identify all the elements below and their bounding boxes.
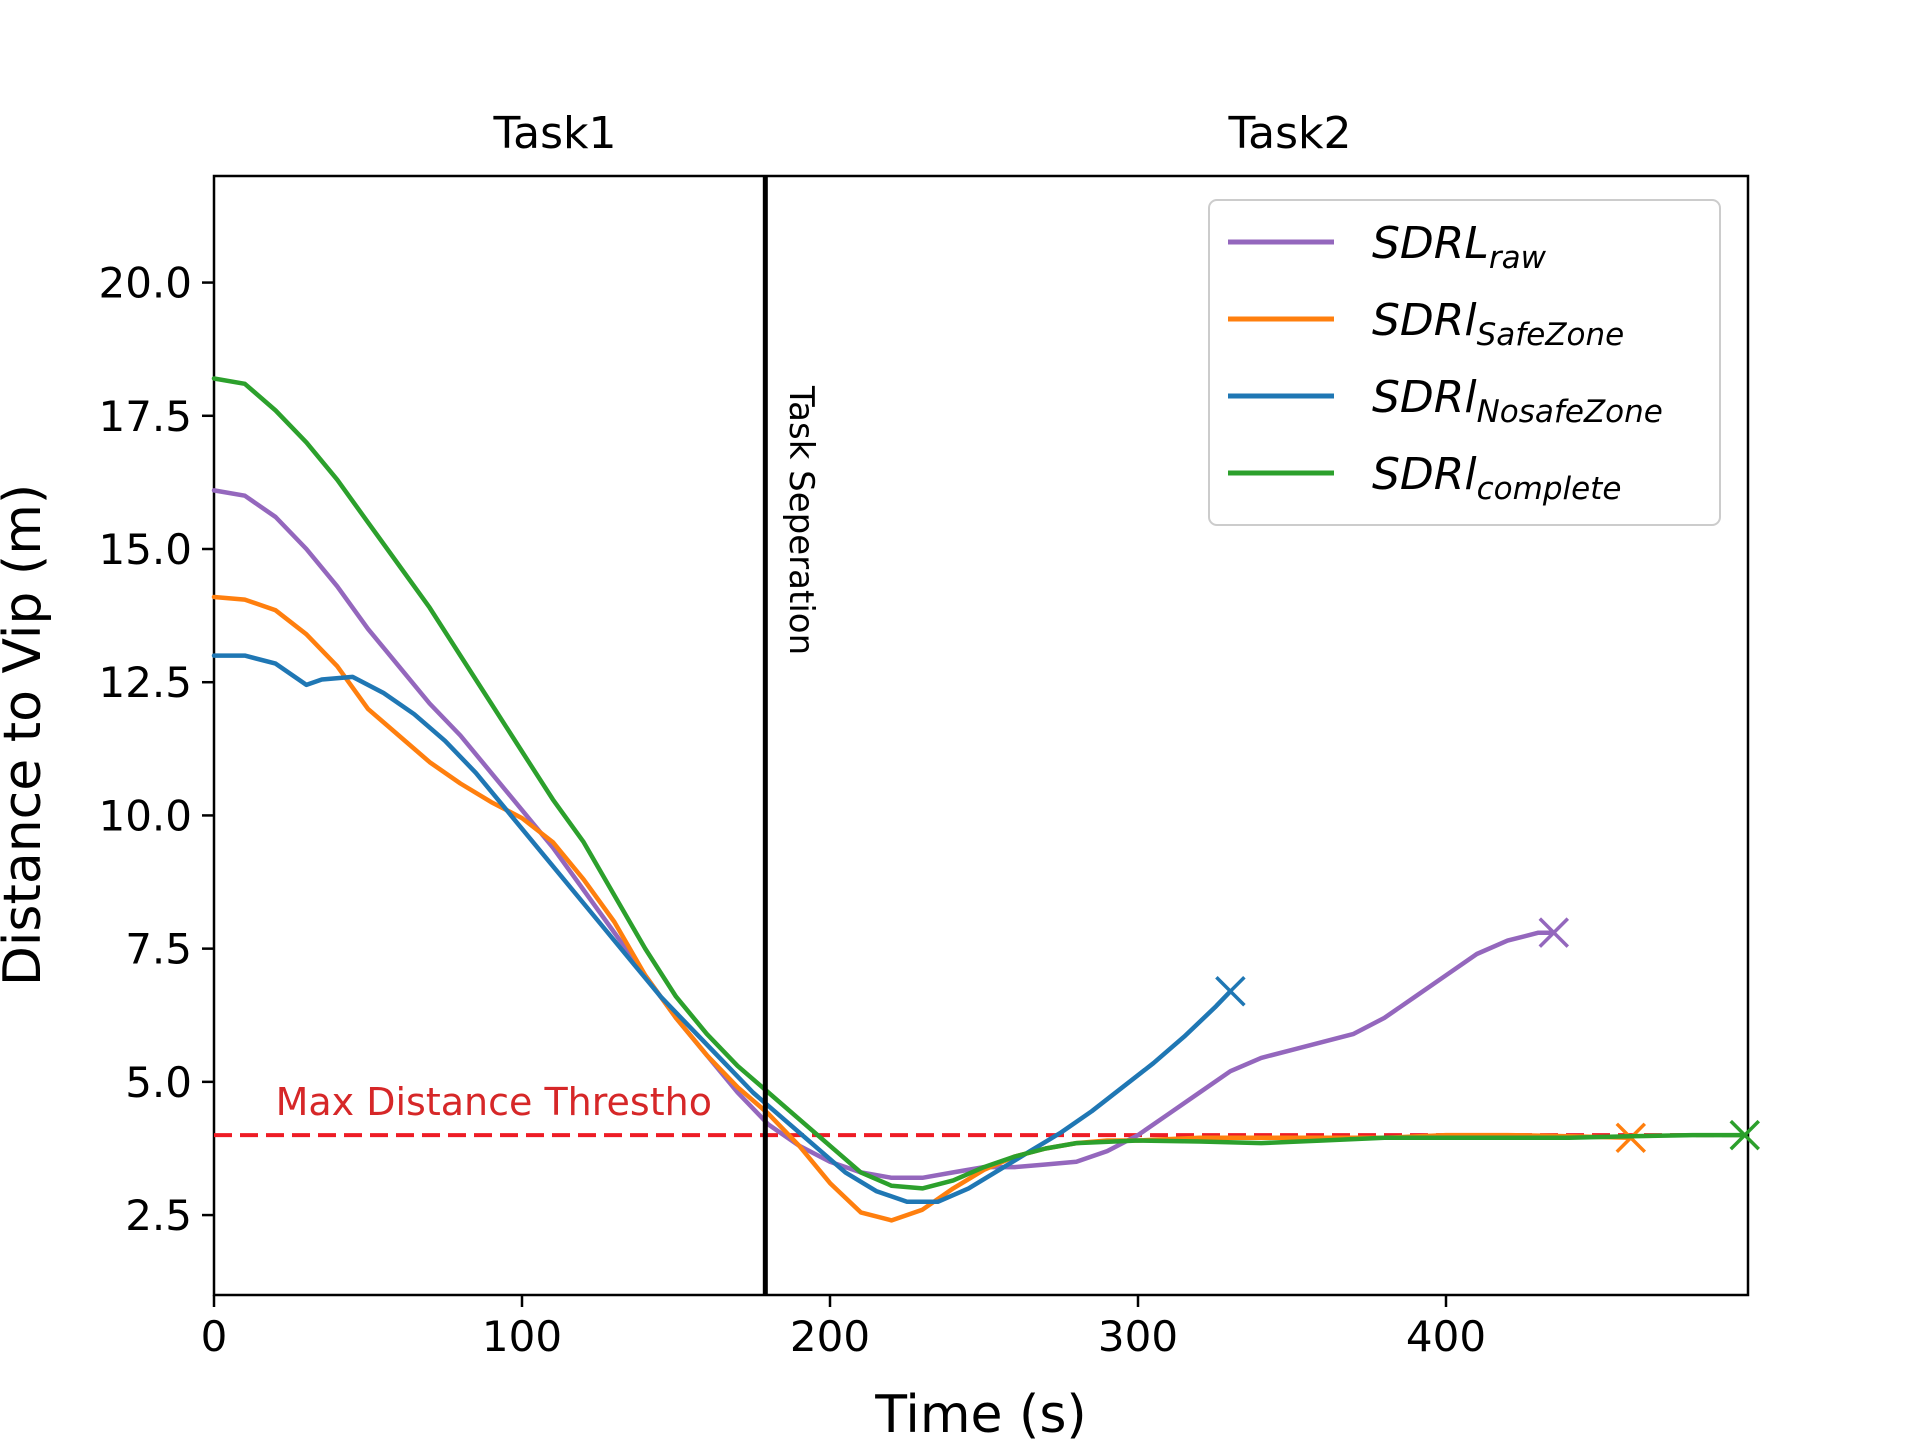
series-line-SDRl_SafeZone [211,594,1634,1223]
legend-label-SDRl_SafeZone: SDRlSafeZone [1372,295,1624,353]
series-lines [211,376,1760,1223]
series-end-marker-SDRL_raw [1538,917,1570,948]
x-tick-label: 100 [482,1312,562,1361]
y-tick-label: 12.5 [98,658,192,707]
series-line-SDRl_NosafeZone [211,653,1233,1205]
y-tick-label: 7.5 [125,925,192,974]
y-tick-label: 20.0 [98,259,192,308]
plot-frame [212,174,1750,1297]
y-tick-label: 2.5 [125,1191,192,1240]
series-line-SDRl_complete [211,376,1748,1191]
legend-box [1208,199,1721,526]
x-tick-label: 400 [1406,1312,1486,1361]
legend-label-SDRL_raw: SDRLraw [1372,218,1547,276]
x-tick-label: 300 [1098,1312,1178,1361]
task1-label: Task1 [493,108,617,159]
x-tick-label: 0 [201,1312,228,1361]
task2-label: Task2 [1228,108,1352,159]
legend-label-SDRl_complete: SDRlcomplete [1372,449,1621,507]
y-tick-label: 5.0 [125,1058,192,1107]
separator-group: Task Seperation [762,176,821,1295]
legend-label-SDRl_NosafeZone: SDRlNosafeZone [1372,372,1663,430]
axis-ticks: 0 100 200 300 400 2.5 5.0 7.5 10.0 12.5 15.0 17.5 20… [98,259,1486,1361]
x-axis-title: Time (s) [874,1385,1086,1440]
y-tick-label: 17.5 [98,392,192,441]
y-axis-title: Distance to Vip (m) [0,484,53,986]
legend: SDRLraw SDRlSafeZone SDRlNosafeZone SDRlcom… [1208,199,1721,526]
task-separator-label: Task Seperation [781,385,821,655]
x-tick-label: 200 [790,1312,870,1361]
y-tick-label: 10.0 [98,791,192,840]
series-line-SDRL_raw [211,488,1557,1181]
series-end-marker-SDRl_NosafeZone [1215,976,1246,1007]
series-end-marker-SDRl_complete [1729,1119,1760,1151]
threshold-label: Max Distance Threstho [276,1080,712,1124]
y-tick-label: 15.0 [98,525,192,574]
